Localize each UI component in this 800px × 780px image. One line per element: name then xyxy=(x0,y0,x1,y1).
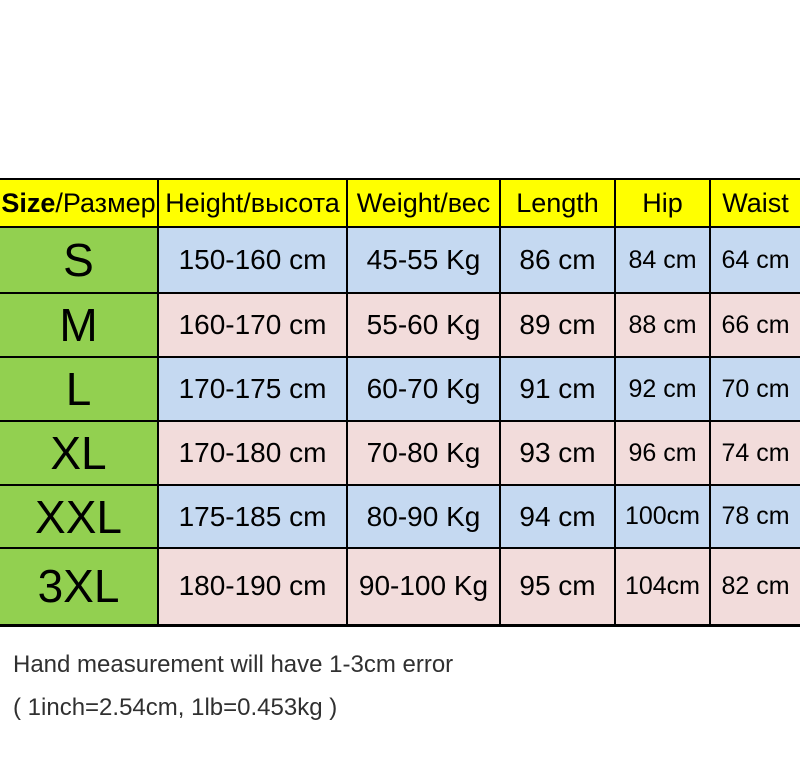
size-label: S xyxy=(0,226,159,294)
cell-hip: 100cm xyxy=(614,484,711,549)
cell-hip: 84 cm xyxy=(614,226,711,294)
cell-height: 160-170 cm xyxy=(157,292,348,358)
cell-height: 170-175 cm xyxy=(157,356,348,422)
header-size-en: Size xyxy=(1,187,56,218)
cell-hip: 88 cm xyxy=(614,292,711,358)
cell-height: 150-160 cm xyxy=(157,226,348,294)
cell-hip: 104cm xyxy=(614,547,711,627)
note-unit-conversion: ( 1inch=2.54cm, 1lb=0.453kg ) xyxy=(13,694,338,721)
size-chart-table: Size/Размер Height/высота Weight/вес Len… xyxy=(0,178,800,627)
header-waist: Waist xyxy=(709,178,800,228)
table-row-3xl: 3XL 180-190 cm 90-100 Kg 95 cm 104cm 82 … xyxy=(0,547,800,627)
size-label: XL xyxy=(0,420,159,486)
cell-weight: 45-55 Kg xyxy=(346,226,501,294)
cell-weight: 90-100 Kg xyxy=(346,547,501,627)
note-measurement-error: Hand measurement will have 1-3cm error xyxy=(13,651,454,678)
cell-weight: 80-90 Kg xyxy=(346,484,501,549)
size-label: M xyxy=(0,292,159,358)
cell-weight: 60-70 Kg xyxy=(346,356,501,422)
size-label: XXL xyxy=(0,484,159,549)
cell-length: 94 cm xyxy=(499,484,616,549)
size-label: 3XL xyxy=(0,547,159,627)
cell-length: 91 cm xyxy=(499,356,616,422)
cell-weight: 55-60 Kg xyxy=(346,292,501,358)
table-row-m: M 160-170 cm 55-60 Kg 89 cm 88 cm 66 cm xyxy=(0,292,800,358)
header-hip: Hip xyxy=(614,178,711,228)
table-row-l: L 170-175 cm 60-70 Kg 91 cm 92 cm 70 cm xyxy=(0,356,800,422)
cell-length: 95 cm xyxy=(499,547,616,627)
cell-waist: 82 cm xyxy=(709,547,800,627)
cell-waist: 64 cm xyxy=(709,226,800,294)
cell-hip: 92 cm xyxy=(614,356,711,422)
cell-length: 89 cm xyxy=(499,292,616,358)
table-row-xxl: XXL 175-185 cm 80-90 Kg 94 cm 100cm 78 c… xyxy=(0,484,800,549)
header-row: Size/Размер Height/высота Weight/вес Len… xyxy=(0,178,800,228)
header-weight: Weight/вес xyxy=(346,178,501,228)
table-row-s: S 150-160 cm 45-55 Kg 86 cm 84 cm 64 cm xyxy=(0,226,800,294)
cell-length: 93 cm xyxy=(499,420,616,486)
footnotes: Hand measurement will have 1-3cm error (… xyxy=(13,650,453,736)
cell-waist: 66 cm xyxy=(709,292,800,358)
table-row-xl: XL 170-180 cm 70-80 Kg 93 cm 96 cm 74 cm xyxy=(0,420,800,486)
cell-weight: 70-80 Kg xyxy=(346,420,501,486)
cell-waist: 70 cm xyxy=(709,356,800,422)
cell-waist: 74 cm xyxy=(709,420,800,486)
cell-height: 170-180 cm xyxy=(157,420,348,486)
cell-waist: 78 cm xyxy=(709,484,800,549)
cell-hip: 96 cm xyxy=(614,420,711,486)
cell-height: 180-190 cm xyxy=(157,547,348,627)
header-size-ru: /Размер xyxy=(55,187,156,218)
header-length: Length xyxy=(499,178,616,228)
cell-length: 86 cm xyxy=(499,226,616,294)
cell-height: 175-185 cm xyxy=(157,484,348,549)
size-label: L xyxy=(0,356,159,422)
header-height: Height/высота xyxy=(157,178,348,228)
header-size: Size/Размер xyxy=(0,178,159,228)
